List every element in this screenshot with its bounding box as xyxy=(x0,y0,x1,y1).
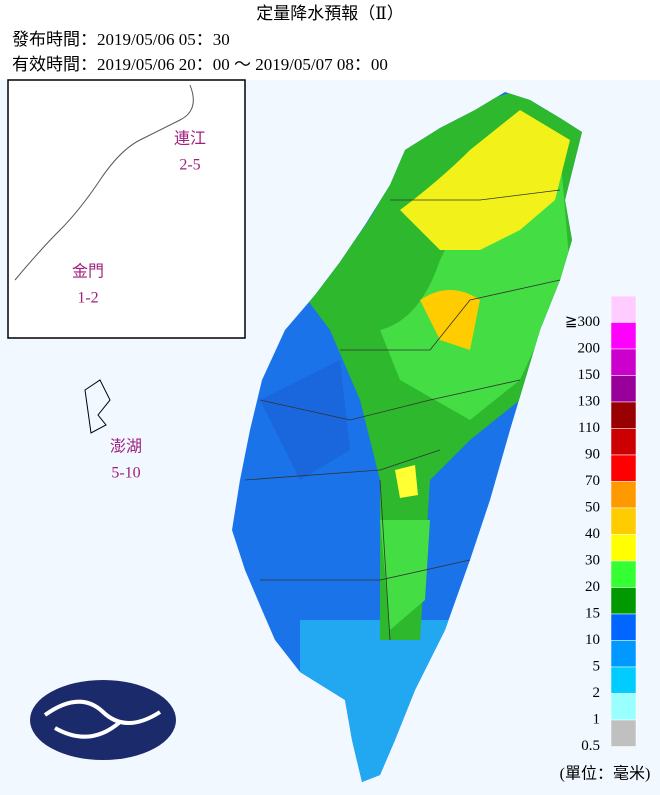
inset-name: 金門 xyxy=(72,263,104,281)
legend-label: 2 xyxy=(593,685,601,701)
legend-label: 5 xyxy=(593,658,601,674)
legend-swatch xyxy=(610,295,637,323)
legend-swatch xyxy=(610,401,637,429)
county-borders xyxy=(244,189,561,641)
inset-range: 1-2 xyxy=(77,290,98,307)
legend-swatch xyxy=(610,507,637,535)
legend-swatch xyxy=(610,348,637,376)
valid-time: 有效時間：2019/05/06 20：00 ～ 2019/05/07 08：00 xyxy=(12,55,388,74)
legend-label: 0.5 xyxy=(581,738,600,754)
penghu xyxy=(84,379,111,434)
legend-label: 1 xyxy=(593,711,601,727)
legend-label: 15 xyxy=(585,605,600,621)
legend-swatch xyxy=(610,534,637,562)
inset-name: 連江 xyxy=(174,130,206,148)
legend-swatch xyxy=(610,375,637,403)
legend-label: 150 xyxy=(578,367,601,383)
coastline xyxy=(14,84,194,281)
legend-swatch xyxy=(610,719,637,747)
legend-swatch xyxy=(610,587,637,615)
legend-label: 30 xyxy=(585,552,600,568)
legend-swatch xyxy=(610,322,637,350)
unit-label: (單位：毫米) xyxy=(560,764,651,783)
legend-swatch xyxy=(610,560,637,588)
legend-label: ≧300 xyxy=(565,314,600,330)
legend-swatch xyxy=(610,481,637,509)
legend-label: 40 xyxy=(585,526,600,542)
legend-swatch xyxy=(610,640,637,668)
issue-time: 發布時間：2019/05/06 05：30 xyxy=(12,30,230,49)
legend-label: 50 xyxy=(585,499,600,515)
legend-label: 130 xyxy=(578,393,601,409)
legend-label: 70 xyxy=(585,473,600,489)
legend-label: 90 xyxy=(585,446,600,462)
legend-swatch xyxy=(610,693,637,721)
legend: ≧300 200 150 130 110 90 70 50 40 30 20 15 10 5 2 1 0.5 xyxy=(565,295,637,754)
inset-range: 2-5 xyxy=(179,157,200,174)
legend-label: 20 xyxy=(585,579,600,595)
inset-box xyxy=(7,79,246,339)
inset-range: 5-10 xyxy=(111,465,140,482)
title: 定量降水預報（Ⅱ） xyxy=(256,4,404,23)
legend-swatch xyxy=(610,666,637,694)
inset-name: 澎湖 xyxy=(110,438,142,456)
legend-swatch xyxy=(610,428,637,456)
logo xyxy=(30,680,176,760)
legend-label: 110 xyxy=(578,420,600,436)
legend-label: 10 xyxy=(585,632,600,648)
legend-label: 200 xyxy=(578,340,601,356)
legend-swatch xyxy=(610,454,637,482)
legend-swatch xyxy=(610,613,637,641)
